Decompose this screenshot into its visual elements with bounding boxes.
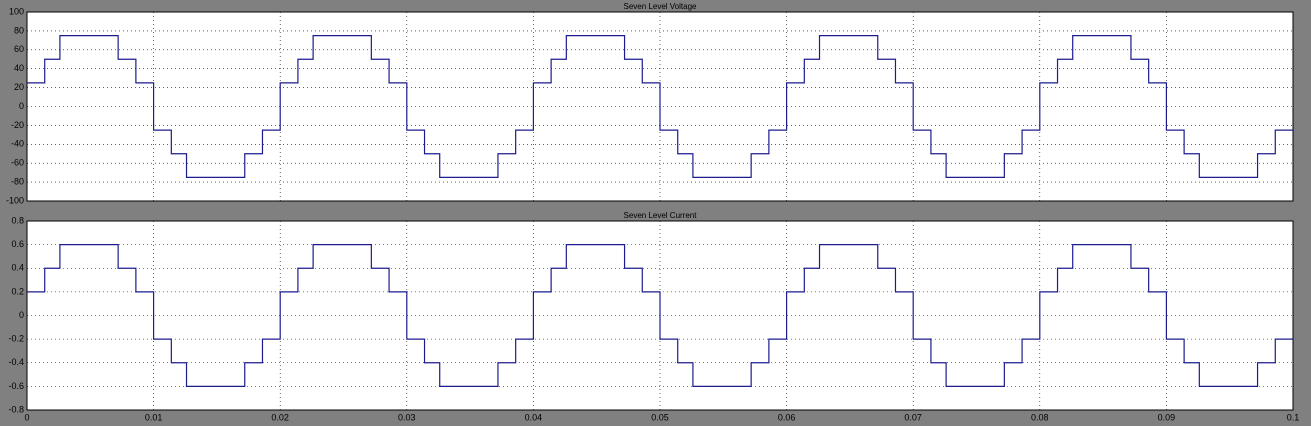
y-tick-label: 40 [14,63,24,73]
chart-title: Seven Level Current [624,211,698,220]
y-tick-label: 0 [19,310,24,320]
x-tick-label: 0.09 [1158,412,1176,422]
chart-title: Seven Level Voltage [624,2,697,11]
y-tick-label: 0.4 [11,263,24,273]
x-tick-label: 0.1 [1287,412,1300,422]
y-tick-label: 0.2 [11,286,24,296]
y-tick-label: -20 [11,120,24,130]
y-tick-label: 20 [14,82,24,92]
y-tick-label: 60 [14,44,24,54]
y-tick-label: -100 [6,195,24,205]
x-tick-label: 0.03 [398,412,416,422]
x-tick-label: 0.06 [778,412,796,422]
x-tick-label: 0 [24,412,29,422]
y-tick-label: 0.8 [11,215,24,225]
y-tick-label: 100 [9,6,24,16]
y-tick-label: -40 [11,139,24,149]
y-tick-label: -80 [11,176,24,186]
y-tick-label: 80 [14,25,24,35]
y-tick-label: -0.2 [8,334,24,344]
x-tick-label: 0.05 [651,412,669,422]
y-tick-label: -60 [11,158,24,168]
series-line [27,244,1293,387]
y-tick-label: -0.8 [8,404,24,414]
x-tick-label: 0.04 [525,412,543,422]
y-tick-label: 0.6 [11,239,24,249]
series-line [27,35,1293,178]
y-tick-label: -0.6 [8,381,24,391]
y-tick-label: 0 [19,101,24,111]
y-tick-label: -0.4 [8,357,24,367]
x-tick-label: 0.02 [271,412,289,422]
x-tick-label: 0.07 [904,412,922,422]
x-tick-label: 0.01 [145,412,163,422]
x-tick-label: 0.08 [1031,412,1049,422]
plot-area [26,220,1294,411]
